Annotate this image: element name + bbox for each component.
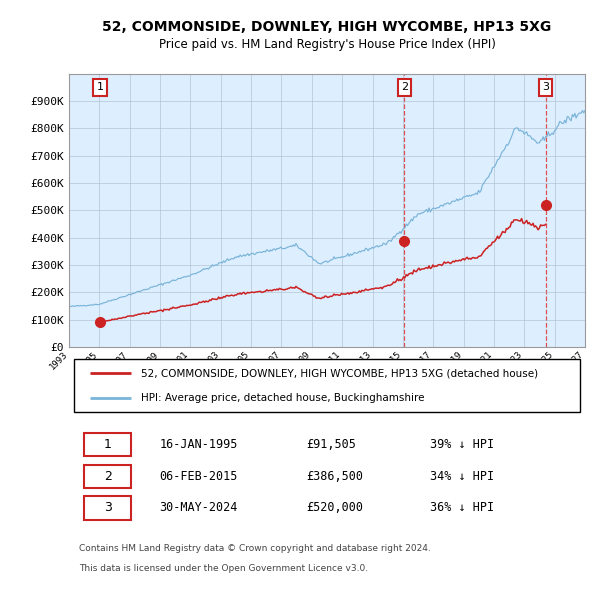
Text: 16-JAN-1995: 16-JAN-1995 xyxy=(160,438,238,451)
Text: 2021: 2021 xyxy=(472,350,494,371)
Text: 52, COMMONSIDE, DOWNLEY, HIGH WYCOMBE, HP13 5XG: 52, COMMONSIDE, DOWNLEY, HIGH WYCOMBE, H… xyxy=(103,19,551,34)
Text: 1993: 1993 xyxy=(47,350,69,371)
Text: 30-MAY-2024: 30-MAY-2024 xyxy=(160,502,238,514)
Text: 2: 2 xyxy=(104,470,112,483)
Text: 3: 3 xyxy=(104,502,112,514)
Text: £386,500: £386,500 xyxy=(307,470,364,483)
Text: 34% ↓ HPI: 34% ↓ HPI xyxy=(430,470,494,483)
Text: 2011: 2011 xyxy=(320,350,342,371)
Text: 2017: 2017 xyxy=(412,350,433,371)
Text: 2005: 2005 xyxy=(230,350,251,371)
Text: 1: 1 xyxy=(104,438,112,451)
Text: 2: 2 xyxy=(401,83,408,93)
Text: 39% ↓ HPI: 39% ↓ HPI xyxy=(430,438,494,451)
Text: HPI: Average price, detached house, Buckinghamshire: HPI: Average price, detached house, Buck… xyxy=(141,392,425,402)
Bar xyxy=(85,496,131,520)
Text: 36% ↓ HPI: 36% ↓ HPI xyxy=(430,502,494,514)
Text: Contains HM Land Registry data © Crown copyright and database right 2024.: Contains HM Land Registry data © Crown c… xyxy=(79,544,431,553)
Text: 1999: 1999 xyxy=(139,350,160,371)
Bar xyxy=(85,433,131,457)
Text: 1: 1 xyxy=(97,83,103,93)
Text: 2019: 2019 xyxy=(442,350,464,371)
Text: 2025: 2025 xyxy=(533,350,554,371)
Text: 2007: 2007 xyxy=(260,350,281,371)
Text: 2023: 2023 xyxy=(503,350,524,371)
Text: This data is licensed under the Open Government Licence v3.0.: This data is licensed under the Open Gov… xyxy=(79,564,368,573)
Text: 2009: 2009 xyxy=(290,350,312,371)
Text: 1997: 1997 xyxy=(108,350,130,371)
Text: £520,000: £520,000 xyxy=(307,502,364,514)
Bar xyxy=(85,465,131,488)
Text: 06-FEB-2015: 06-FEB-2015 xyxy=(160,470,238,483)
Text: 52, COMMONSIDE, DOWNLEY, HIGH WYCOMBE, HP13 5XG (detached house): 52, COMMONSIDE, DOWNLEY, HIGH WYCOMBE, H… xyxy=(141,368,538,378)
Text: Price paid vs. HM Land Registry's House Price Index (HPI): Price paid vs. HM Land Registry's House … xyxy=(158,38,496,51)
Text: 2013: 2013 xyxy=(351,350,373,371)
Text: 2001: 2001 xyxy=(169,350,190,371)
Text: 2015: 2015 xyxy=(382,350,403,371)
Text: £91,505: £91,505 xyxy=(307,438,356,451)
Text: 2027: 2027 xyxy=(563,350,585,371)
Text: 1995: 1995 xyxy=(78,350,100,371)
Text: 2003: 2003 xyxy=(199,350,221,371)
Text: 3: 3 xyxy=(542,83,549,93)
